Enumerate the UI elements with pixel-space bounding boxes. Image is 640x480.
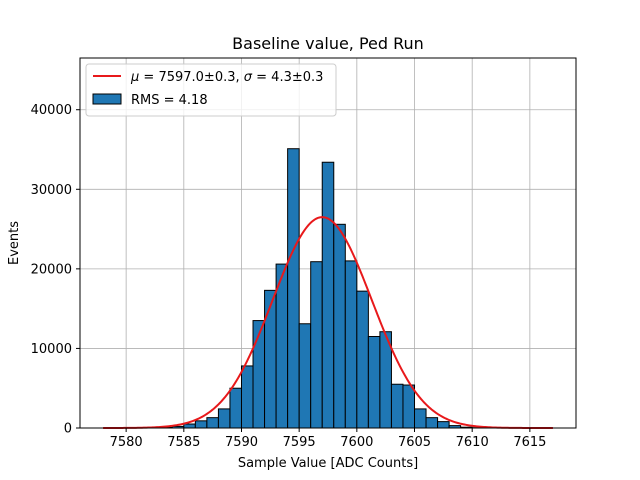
- histogram-bar: [333, 223, 346, 429]
- legend-fit-label: μ = 7597.0±0.3, σ = 4.3±0.3: [130, 70, 323, 85]
- y-tick-label: 20000: [31, 262, 72, 277]
- x-tick-label: 7615: [513, 435, 546, 450]
- x-tick-label: 7590: [225, 435, 258, 450]
- legend-mu-symbol: μ: [130, 70, 139, 85]
- legend-histogram-swatch: [92, 93, 122, 105]
- histogram-bar: [298, 323, 312, 429]
- histogram-bar: [367, 335, 381, 429]
- legend-mu-value: = 7597.0±0.3,: [139, 70, 243, 85]
- axes-frame: [79, 57, 577, 429]
- legend-histogram-label: RMS = 4.18: [131, 93, 208, 108]
- x-tick-label: 7605: [398, 435, 431, 450]
- histogram-bar: [287, 148, 300, 429]
- chart-title: Baseline value, Ped Run: [232, 34, 424, 53]
- x-tick-label: 7600: [340, 435, 373, 450]
- histogram-bars: [160, 148, 496, 429]
- histogram-bar: [183, 423, 196, 429]
- y-axis-ticks: 0 10000 20000 30000 40000: [31, 103, 80, 437]
- y-tick-label: 0: [64, 422, 72, 437]
- x-axis-label: Sample Value [ADC Counts]: [238, 456, 418, 471]
- histogram-bar: [437, 421, 450, 429]
- legend-sigma-value: = 4.3±0.3: [252, 70, 323, 85]
- histogram-bar: [321, 161, 335, 429]
- histogram-bar: [414, 408, 427, 429]
- histogram-bar: [344, 260, 358, 429]
- histogram-bar: [356, 290, 369, 429]
- histogram-bar: [206, 417, 219, 429]
- x-tick-label: 7580: [110, 435, 143, 450]
- x-tick-label: 7595: [283, 435, 316, 450]
- histogram-bar: [390, 383, 404, 429]
- legend: μ = 7597.0±0.3, σ = 4.3±0.3 RMS = 4.18: [85, 63, 337, 117]
- histogram-bar: [425, 417, 439, 429]
- x-tick-label: 7585: [167, 435, 200, 450]
- legend-box: [85, 63, 337, 117]
- histogram-bar: [402, 384, 416, 429]
- y-tick-label: 10000: [31, 342, 72, 357]
- histogram-bar: [240, 365, 254, 429]
- y-tick-label: 30000: [31, 183, 72, 198]
- histogram-bar: [310, 261, 323, 429]
- y-tick-label: 40000: [31, 103, 72, 118]
- histogram-bar: [194, 420, 208, 429]
- x-axis-ticks: 7580 7585 7590 7595 7600 7605 7610 7615: [110, 428, 546, 450]
- x-tick-label: 7610: [456, 435, 489, 450]
- histogram-bar: [264, 289, 277, 429]
- y-axis-label: Events: [7, 221, 22, 265]
- histogram-bar: [217, 408, 231, 429]
- gaussian-fit-line: [103, 216, 553, 429]
- legend-sigma-symbol: σ: [244, 70, 253, 85]
- histogram-bar: [229, 387, 242, 429]
